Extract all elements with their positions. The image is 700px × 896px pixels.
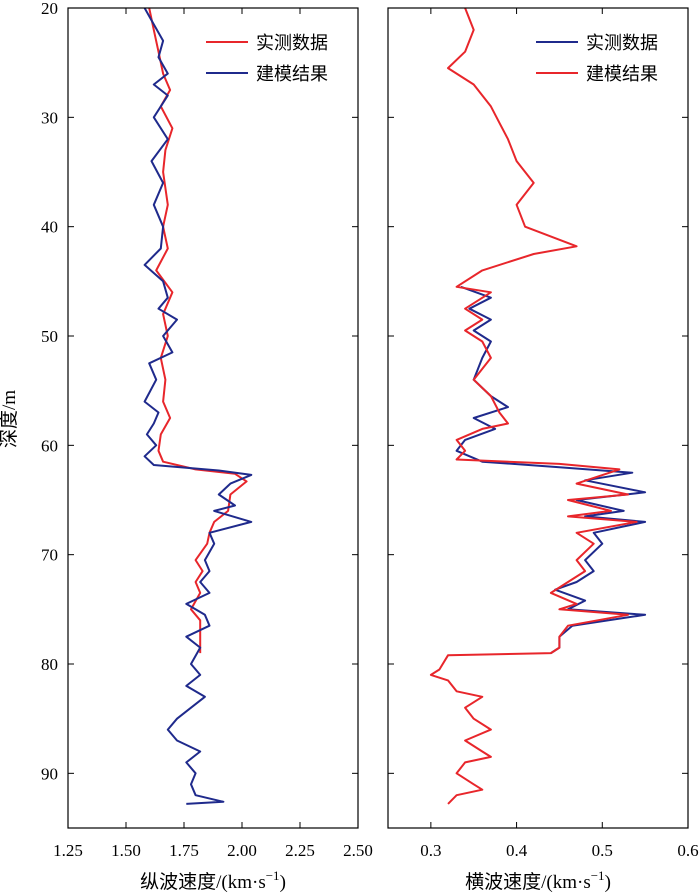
- x-tick-label: 1.50: [111, 841, 141, 860]
- x-tick-label: 2.25: [285, 841, 315, 860]
- x-axis-label-main: 纵波速度/(km·s: [140, 871, 266, 893]
- x-tick-label: 0.6: [677, 841, 698, 860]
- x-tick-label: 1.25: [53, 841, 83, 860]
- y-tick-label: 40: [41, 218, 58, 237]
- legend-label-2: 建模结果: [586, 64, 658, 84]
- x-axis-label: 横波速度/(km·s−1): [465, 868, 611, 893]
- y-tick-label: 60: [41, 436, 58, 455]
- x-axis-label-sup: −1: [266, 868, 280, 883]
- y-axis-label: 深度/m: [0, 390, 20, 448]
- legend-label-1: 实测数据: [256, 33, 328, 53]
- plot-frame: [67, 7, 359, 829]
- series-line-2: [143, 8, 253, 805]
- series-line-1: [148, 8, 248, 654]
- x-tick-label: 0.4: [506, 841, 528, 860]
- x-axis-label-sup: −1: [591, 868, 605, 883]
- plot-frame: [387, 7, 689, 829]
- y-tick-label: 90: [41, 764, 58, 783]
- x-tick-label: 0.3: [420, 841, 441, 860]
- x-axis-label-main: 横波速度/(km·s: [465, 871, 591, 893]
- series-line-1: [455, 285, 647, 654]
- x-tick-label: 2.00: [227, 841, 257, 860]
- y-tick-label: 20: [41, 0, 58, 18]
- legend-label-1: 实测数据: [586, 33, 658, 53]
- x-axis-label: 纵波速度/(km·s−1): [140, 868, 286, 893]
- y-tick-label: 80: [41, 655, 58, 674]
- x-axis-label-close: ): [280, 872, 286, 893]
- x-tick-label: 2.50: [343, 841, 373, 860]
- legend-label-2: 建模结果: [256, 64, 328, 84]
- y-tick-label: 30: [41, 108, 58, 127]
- y-tick-label: 70: [41, 546, 58, 565]
- x-axis-label-close: ): [605, 872, 611, 893]
- left-panel: 20 30 40 50 60 70 80 90 1.25 1.50 1.75 2.00 2.25 2.50…: [41, 0, 373, 893]
- y-tick-label: 50: [41, 327, 58, 346]
- series-line-2: [429, 8, 638, 805]
- x-tick-label: 1.75: [169, 841, 199, 860]
- x-tick-label: 0.5: [592, 841, 613, 860]
